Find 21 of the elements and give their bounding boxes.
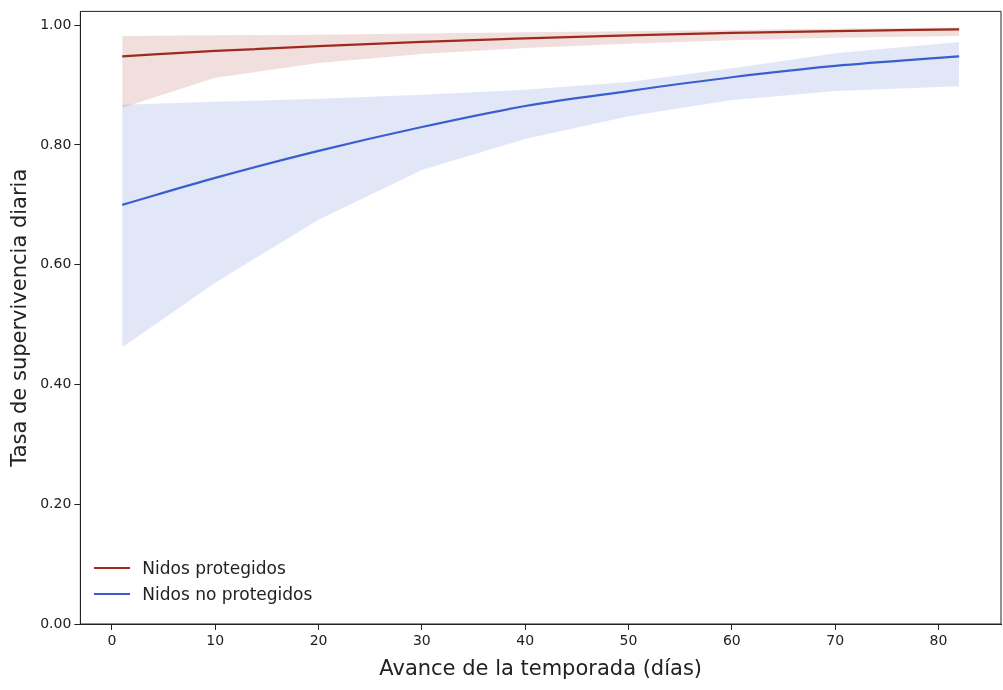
x-tick-label: 0 xyxy=(107,632,117,649)
x-tick-label: 30 xyxy=(412,632,431,649)
x-tick-label: 20 xyxy=(309,632,328,649)
legend-label: Nidos protegidos xyxy=(142,558,286,578)
y-tick-label: 0.00 xyxy=(40,614,72,631)
y-tick-label: 0.60 xyxy=(40,255,72,272)
line-series xyxy=(121,55,961,206)
x-tick-label: 60 xyxy=(722,632,741,649)
x-tick-label: 10 xyxy=(206,632,225,649)
y-tick-label: 0.40 xyxy=(40,375,72,392)
y-tick-label: 1.00 xyxy=(40,15,72,32)
line-series xyxy=(121,28,961,58)
y-axis-title: Tasa de supervivencia diaria xyxy=(7,168,32,468)
x-tick-label: 70 xyxy=(826,632,845,649)
legend-label: Nidos no protegidos xyxy=(142,584,313,604)
x-tick-label: 40 xyxy=(516,632,535,649)
x-tick-label: 50 xyxy=(619,632,638,649)
x-axis-title: Avance de la temporada (días) xyxy=(379,655,703,680)
y-tick-label: 0.20 xyxy=(40,494,72,511)
y-tick-label: 0.80 xyxy=(40,135,72,152)
x-tick-label: 80 xyxy=(929,632,948,649)
